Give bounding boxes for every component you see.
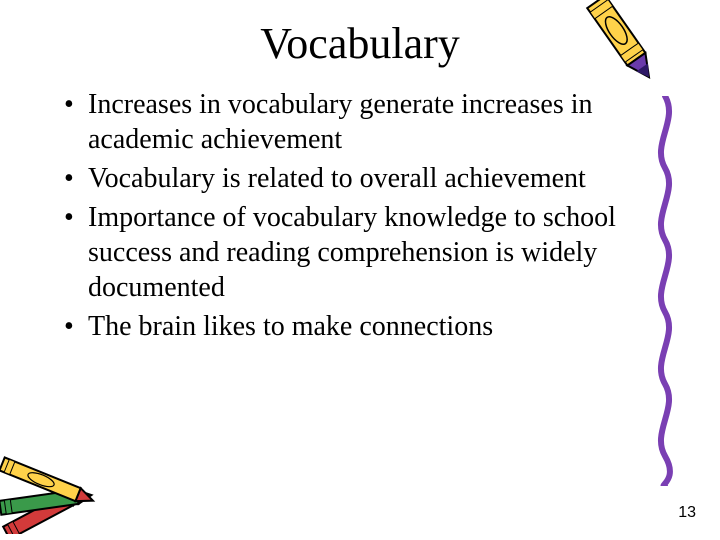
slide: Vocabulary Increases in vocabulary gener… xyxy=(0,0,720,540)
crayon-top-icon xyxy=(560,0,680,104)
list-item: The brain likes to make connections xyxy=(60,309,660,344)
bullet-list: Increases in vocabulary generate increas… xyxy=(60,87,660,344)
page-number: 13 xyxy=(678,504,696,522)
squiggle-icon xyxy=(640,96,690,486)
crayon-pile-icon xyxy=(0,454,144,534)
list-item: Vocabulary is related to overall achieve… xyxy=(60,161,660,196)
list-item: Importance of vocabulary knowledge to sc… xyxy=(60,200,660,305)
